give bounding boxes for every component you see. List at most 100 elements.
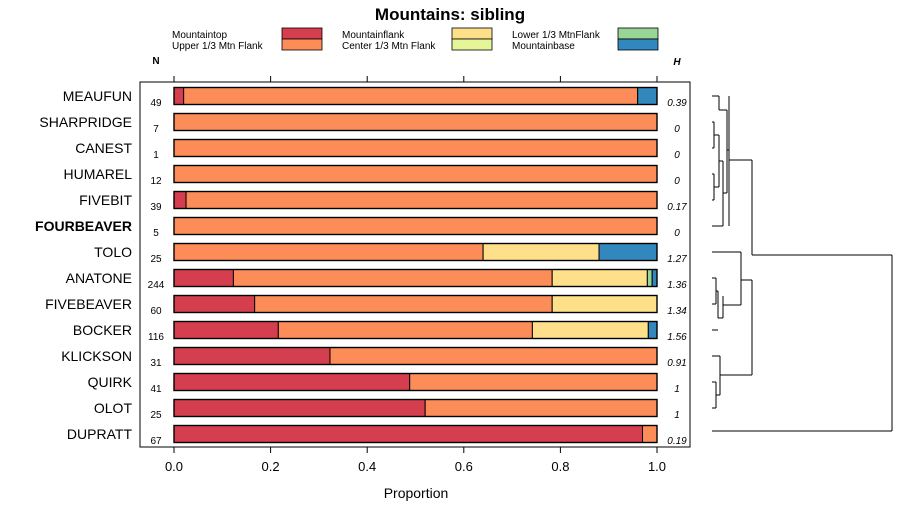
bar-segment — [173, 217, 658, 235]
bar-outline — [173, 294, 658, 314]
row-label: TOLO — [94, 244, 132, 260]
legend-swatch — [617, 38, 659, 51]
row-h: 0 — [674, 124, 680, 135]
bar-segment — [329, 347, 658, 365]
row-h: 0 — [674, 176, 680, 187]
bar-segment — [173, 191, 187, 209]
bar-segment — [173, 139, 658, 157]
legend-label: Mountainflank — [342, 30, 405, 41]
row-label: BOCKER — [73, 322, 132, 338]
bar-outline — [173, 320, 658, 340]
row-h: 1.56 — [667, 332, 687, 343]
row-h: 1.27 — [667, 254, 687, 265]
bar-segment — [173, 243, 484, 261]
row-label: FIVEBEAVER — [45, 296, 132, 312]
row-h: 1 — [674, 384, 680, 395]
bar-outline — [173, 268, 658, 288]
bar-segment — [482, 243, 600, 261]
bar-segment — [637, 87, 658, 105]
bar-segment — [651, 269, 658, 287]
row-label: KLICKSON — [61, 348, 132, 364]
row-h: 0.91 — [667, 358, 686, 369]
row-n: 12 — [150, 176, 162, 187]
row-label: OLOT — [94, 400, 133, 416]
row-label: DUPRATT — [67, 426, 133, 442]
bar-outline — [173, 138, 658, 158]
n-header: N — [152, 56, 159, 67]
row-label: FOURBEAVER — [35, 218, 132, 234]
bar-outline — [173, 346, 658, 366]
row-label: CANEST — [75, 140, 132, 156]
row-h: 0.17 — [667, 202, 687, 213]
row-h: 1.36 — [667, 280, 687, 291]
row-n: 49 — [150, 98, 162, 109]
bar-segment — [646, 269, 653, 287]
bar-segment — [173, 269, 234, 287]
chart-title: Mountains: sibling — [375, 5, 525, 24]
bar-segment — [424, 399, 658, 417]
bar-segment — [277, 321, 533, 339]
legend-swatch — [451, 38, 493, 51]
legend-swatch — [281, 38, 323, 51]
bar-segment — [598, 243, 658, 261]
bar-outline — [173, 372, 658, 392]
bar-segment — [173, 399, 426, 417]
bar-outline — [173, 86, 658, 106]
legend-swatch — [451, 27, 493, 40]
row-n: 41 — [150, 384, 162, 395]
h-header: H — [673, 57, 681, 68]
row-label: MEAUFUN — [63, 88, 132, 104]
bar-segment — [173, 347, 331, 365]
row-h: 0 — [674, 150, 680, 161]
bar-segment — [173, 373, 411, 391]
row-label: SHARPRIDGE — [39, 114, 132, 130]
bar-segment — [254, 295, 553, 313]
row-n: 25 — [150, 254, 162, 265]
bar-segment — [409, 373, 658, 391]
row-label: HUMAREL — [64, 166, 133, 182]
row-n: 1 — [153, 150, 159, 161]
row-h: 0.39 — [667, 98, 687, 109]
bar-segment — [531, 321, 649, 339]
row-n: 25 — [150, 410, 162, 421]
row-n: 7 — [153, 124, 159, 135]
dendrogram — [712, 95, 893, 432]
panel-border — [139, 81, 691, 448]
legend-label: Lower 1/3 MtnFlank — [512, 30, 601, 41]
x-axis-title: Proportion — [384, 485, 449, 501]
bar-segment — [647, 321, 658, 339]
plot-panel: 0.0 0.2 0.4 0.6 0.8 1.0 N H MEAUFUN 49 0.39 SHARPRI… — [35, 56, 691, 474]
bar-segment — [173, 425, 644, 443]
row-h: 0 — [674, 228, 680, 239]
bar-outline — [173, 424, 658, 444]
x-tick-label: 0.8 — [551, 459, 569, 474]
bar-segment — [173, 113, 658, 131]
legend-swatch — [617, 27, 659, 40]
row-n: 67 — [150, 436, 162, 447]
row-n: 39 — [150, 202, 162, 213]
row-h: 0.19 — [667, 436, 687, 447]
bar-segment — [173, 87, 185, 105]
bar-outline — [173, 242, 658, 262]
x-tick-label: 0.0 — [165, 459, 183, 474]
row-n: 244 — [148, 280, 165, 291]
x-tick-label: 0.2 — [262, 459, 280, 474]
bar-segment — [185, 191, 658, 209]
bar-outline — [173, 164, 658, 184]
bar-outline — [173, 190, 658, 210]
bar-segment — [642, 425, 658, 443]
bar-outline — [173, 216, 658, 236]
bar-outline — [173, 398, 658, 418]
row-h: 1 — [674, 410, 680, 421]
row-n: 31 — [150, 358, 162, 369]
row-label: QUIRK — [88, 374, 133, 390]
row-h: 1.34 — [667, 306, 687, 317]
bar-segment — [173, 321, 279, 339]
x-tick-label: 0.4 — [358, 459, 376, 474]
legend-swatch — [281, 27, 323, 40]
bar-segment — [551, 269, 648, 287]
bar-segment — [551, 295, 658, 313]
row-n: 60 — [150, 306, 162, 317]
